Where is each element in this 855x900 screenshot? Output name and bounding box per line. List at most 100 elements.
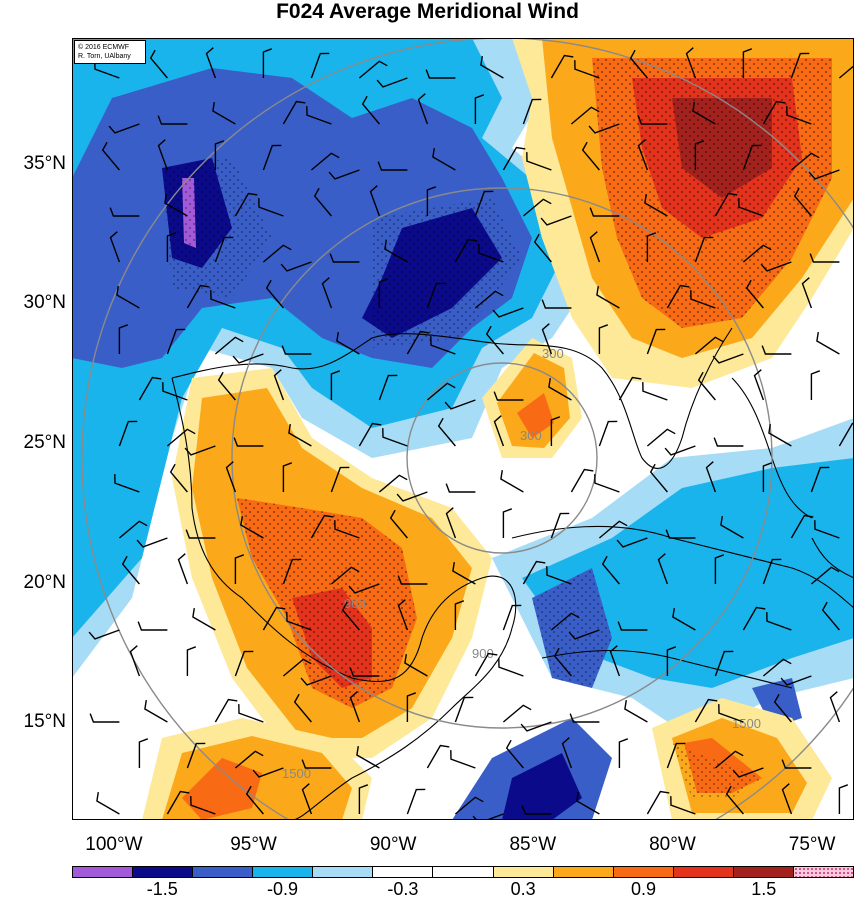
wind-barb [157, 139, 169, 171]
wind-barb [186, 646, 197, 676]
ring-300-km [406, 362, 598, 554]
wind-barb [452, 561, 476, 585]
longitude-label: 75°W [788, 834, 836, 855]
wind-barb [306, 106, 332, 125]
wind-barb [553, 647, 572, 677]
wind-barb [265, 279, 284, 309]
wind-barb [162, 382, 188, 401]
wind-barb [742, 144, 762, 171]
wind-barb [138, 738, 149, 768]
wind-barb [718, 704, 744, 723]
wind-barb [88, 629, 120, 640]
wind-barb [520, 721, 552, 732]
wind-barb [280, 261, 312, 272]
ring-label-1500: 1500 [732, 716, 761, 731]
wind-barb [814, 520, 840, 539]
wind-barb [485, 325, 504, 355]
wind-barb [118, 420, 138, 447]
colorbar-swatch [613, 867, 674, 877]
wind-barb [450, 750, 476, 769]
wind-barb [714, 750, 744, 769]
wind-barb [601, 555, 620, 585]
wind-barb [646, 428, 676, 447]
wind-barb [282, 558, 302, 585]
wind-barb [548, 377, 572, 401]
wind-field-red-gulf [517, 393, 554, 438]
wind-barb [445, 483, 476, 493]
longitude-label: 80°W [649, 834, 696, 855]
colorbar-swatch [553, 867, 614, 877]
wind-barb [336, 331, 360, 355]
wind-barb [396, 491, 428, 502]
wind-barb [502, 146, 526, 171]
wind-barb [185, 529, 216, 539]
wind-barb [430, 336, 456, 355]
wind-barb [214, 140, 225, 170]
wind-barb [546, 566, 572, 585]
wind-barb [262, 144, 282, 171]
wind-barb [454, 600, 465, 630]
stippling-mexico [237, 498, 417, 708]
colorbar-label: -1.5 [146, 879, 178, 899]
wind-barb [349, 667, 380, 677]
wind-barb [234, 650, 254, 677]
wind-barb [550, 54, 574, 79]
wind-barb [793, 187, 812, 217]
wind-barb [646, 328, 666, 355]
wind-barb [406, 788, 426, 815]
wind-barb [714, 650, 734, 677]
wind-barb [406, 692, 417, 722]
wind-barb [574, 60, 600, 79]
wind-barb [753, 369, 765, 401]
wind-barb [232, 353, 264, 364]
latitude-label: 25°N [23, 431, 66, 453]
wind-barb [186, 284, 210, 309]
wind-barb [474, 94, 485, 124]
wind-barb [697, 371, 716, 401]
wind-barb [349, 691, 361, 723]
wind-barb [657, 553, 669, 585]
wind-barb [665, 529, 696, 539]
wind-barb [369, 185, 381, 217]
wind-barb [810, 370, 821, 400]
wind-barb [214, 698, 238, 723]
wind-barb [781, 759, 812, 769]
wind-barb [670, 796, 696, 815]
wind-barb [664, 445, 696, 456]
wind-barb [522, 98, 542, 125]
longitude-label: 85°W [509, 834, 557, 855]
wind-barb [550, 612, 580, 631]
wind-barb [273, 369, 285, 401]
wind-barb [745, 279, 764, 309]
wind-barb [286, 612, 312, 631]
wind-barb [694, 140, 705, 170]
meridional-wind-map: 300 300 900 900 1500 1500 [72, 38, 854, 820]
wind-barb [341, 601, 360, 631]
colorbar-label: -0.9 [267, 879, 299, 899]
wind-field-red-south-west [182, 758, 262, 820]
wind-barb [502, 604, 522, 631]
wind-barb [493, 415, 505, 447]
colorbar-swatch [793, 867, 854, 877]
wind-barb [301, 759, 332, 769]
colorbar-swatch [253, 867, 314, 877]
wind-barb [245, 785, 264, 815]
wind-barb [330, 370, 341, 400]
map-title: F024 Average Meridional Wind [276, 0, 579, 23]
wind-barb [137, 621, 168, 631]
ring-label-900: 900 [472, 646, 494, 661]
wind-barb [169, 463, 188, 493]
wind-barb [330, 566, 360, 585]
wind-barb [644, 193, 668, 217]
wind-barb [425, 69, 456, 79]
copyright-line-2: R. Torn, UAlbany [78, 53, 131, 60]
wind-barb [790, 152, 820, 171]
wind-barb [310, 152, 340, 171]
wind-barb [714, 554, 725, 584]
ring-900-km [231, 187, 773, 729]
wind-barb [310, 52, 330, 79]
wind-barb [478, 244, 504, 263]
wind-barb [258, 198, 284, 217]
wind-barb [330, 466, 350, 493]
wind-barb [569, 713, 600, 723]
